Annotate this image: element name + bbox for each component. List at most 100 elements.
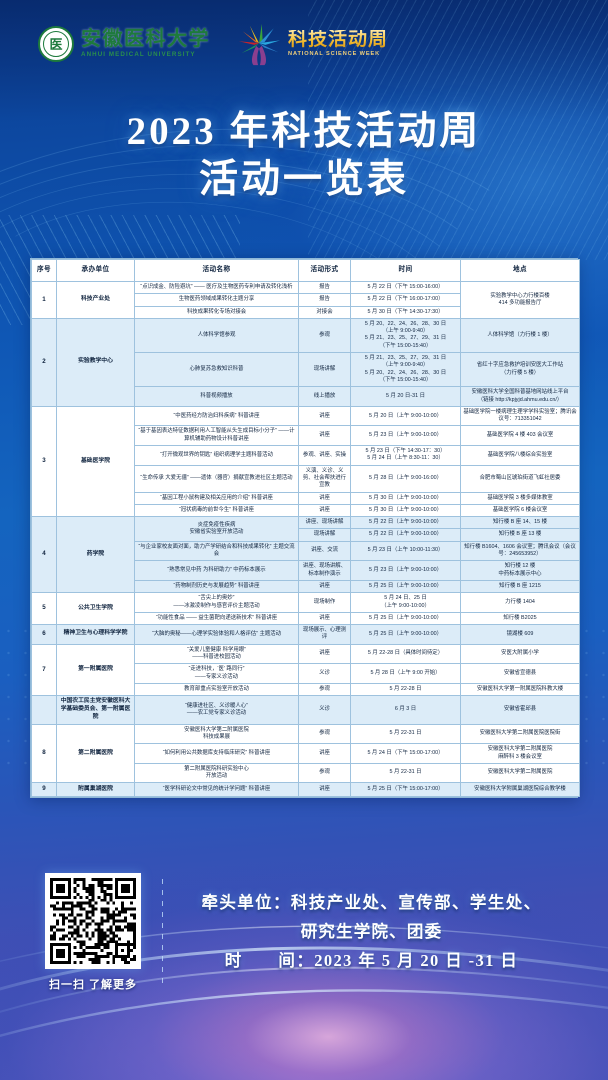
starburst-icon — [238, 23, 281, 66]
cell-place: 基础医学院一楼病理生理学学科实验室；腾讯会议号：713351042 — [460, 405, 580, 427]
university-seal-icon: 医 — [38, 26, 74, 62]
cell-place: 知行楼 B2025 — [460, 611, 580, 626]
cell-index: 8 — [31, 723, 57, 784]
cell-activity-name: 教育部重点实验室开放活动 — [134, 682, 299, 697]
cell-index: 5 — [31, 592, 57, 626]
cell-organizer: 中国农工民主党安徽医科大学基础委员会、第一附属医院 — [56, 695, 135, 725]
cell-activity-form: 义诊 — [298, 663, 351, 684]
seal-glyph: 医 — [49, 36, 63, 52]
cell-activity-form: 现场讲解 — [298, 528, 351, 542]
table-header-row: 序号 承办单位 活动名称 活动形式 时间 地点 — [31, 259, 580, 282]
cell-place: 安徽医科大学第二附属医院医院街 — [460, 723, 580, 745]
cell-place: 安徽医科大学第一附属医院科教大楼 — [460, 682, 580, 697]
table-row: 1 科技产业处 “点识成金、防险避坑” —— 医疗及生物医药专利申请及转化浅析 报告 5… — [31, 280, 580, 319]
cell-activity-form: 线上播放 — [298, 386, 351, 407]
cell-index: 3 — [31, 405, 57, 518]
cell-activity-name: 心肺复苏急救知识科普 — [134, 352, 299, 388]
cell-activity-form: 参观 — [298, 682, 351, 697]
cell-time: 5 月 25 日（上午 9:00-10:00） — [350, 579, 461, 594]
cell-activity-form: 讲座、现场讲解、标本制作演示 — [298, 560, 351, 581]
footer-divider — [162, 879, 163, 986]
cell-place: 基础医学院八楼综合实验室 — [460, 445, 580, 466]
cell-activity-name: “冠状病毒的前世今生” 科普讲座 — [134, 503, 299, 518]
cell-place: 力行楼 1404 — [460, 592, 580, 613]
cell-activity-form: 讲座 — [298, 579, 351, 594]
cell-activity-name: “舌尖上的奥妙” ——冰激凌制作与感官评价主题活动 — [134, 592, 299, 613]
cell-index: 2 — [31, 317, 57, 407]
lead-units-line-2: 研究生学院、团委 — [300, 922, 443, 942]
cell-place: 省红十字应急救护培训安医大工作站 （力行楼 5 楼） — [460, 352, 580, 388]
cell-organizer: 科技产业处 — [56, 281, 135, 319]
cell-time: 5 月 25 日（下午 15:00-17:00） — [350, 782, 461, 797]
cell-place: 安徽省霍邱县 — [460, 695, 580, 725]
qr-code[interactable] — [45, 873, 141, 969]
cell-activity-form: 讲座 — [298, 425, 351, 447]
cell-place: 基础医学院 4 楼 403 会议室 — [460, 425, 580, 447]
table-row: “打开微观世界的钥匙” 组织病理学主题科普活动 参观、讲座、实操 5 月 23 日（… — [32, 445, 580, 466]
cell-place: 镜湖楼 609 — [460, 624, 580, 645]
table-row: 现场讲解 5 月 22 日（上午 9:00-10:00） 知行楼 B 座 13 楼 — [32, 528, 580, 542]
table-row: “与企业家校友面对面，助力产学研结合和科技成果转化” 主题交流会 讲座、交流 5 月… — [32, 540, 580, 562]
cell-activity-form: 报告 — [298, 280, 351, 295]
cell-place: 安徽医科大学第二附属医院 — [460, 762, 580, 784]
cell-activity-form: 讲座 — [298, 491, 351, 505]
cell-activity-form: 对接会 — [298, 305, 351, 319]
cell-activity-name: “基于基因表达特征数据利用人工智能从头生成目标小分子” ——计算机辅助药物设计科… — [134, 425, 299, 447]
table-row: “药物制剂历史与发展趋势” 科普讲座 讲座 5 月 25 日（上午 9:00-10:… — [32, 579, 580, 594]
cell-activity-name: “走进科技，‘医’ 路同行” ——专家义诊活动 — [134, 663, 299, 684]
cell-activity-form: 讲座 — [298, 611, 351, 626]
cell-place: 人体科学馆（力行楼 1 楼） — [460, 317, 580, 354]
table-row: 8 第二附属医院 安徽医科大学第二附属医院 科技成果展 参观 5 月 22-31 日安徽医… — [31, 723, 580, 784]
cell-activity-form: 现场讲解 — [298, 352, 351, 388]
university-logo: 医 安徽医科大学 ANHUI MEDICAL UNIVERSITY — [38, 26, 210, 62]
cell-index: 1 — [31, 281, 57, 319]
qr-caption: 扫一扫 了解更多 — [48, 979, 138, 991]
table-row: “基因工程小鼠构建及相关应用的介绍” 科普讲座 讲座 5 月 30 日（上午 9:0… — [32, 491, 580, 505]
cell-place: 知行楼 B 座 13 楼 — [460, 528, 580, 542]
cell-index: 4 — [31, 516, 57, 594]
table-header-cell-3: 活动形式 — [298, 259, 351, 282]
cell-activity-form: 讲座 — [298, 743, 351, 764]
cell-activity-form: 现场制作 — [298, 592, 351, 613]
cell-time: 5 月 22 日（上午 9:00-10:00） — [350, 528, 461, 542]
cell-organizer: 第二附属医院 — [56, 723, 135, 784]
lead-units-line-1: 牵头单位：科技产业处、宣传部、学生处、 — [201, 893, 542, 913]
cell-activity-name: “健康进社区、义诊暖人心” ——农工党专家义诊活动 — [134, 695, 299, 725]
table-row: “走进科技，‘医’ 路同行” ——专家义诊活动 义诊 5 月 28 日（上午 9:00… — [32, 663, 580, 684]
cell-activity-form: 讲座 — [298, 782, 351, 797]
cell-time: 5 月 22 日（上午 9:00-10:00） — [350, 516, 461, 530]
cell-time: 6 月 3 日 — [350, 695, 461, 725]
cell-index: 6 — [31, 624, 57, 645]
cell-activity-name: “功能性食品 —— 益生菌靶向递送新技术” 科普讲座 — [134, 611, 299, 626]
cell-place: 合肥市蜀山区琥珀街道飞虹社居委 — [460, 464, 580, 493]
cell-activity-name: 人体科学馆参观 — [134, 317, 299, 354]
table-row: 第二附属医院科研实验中心 开放活动 参观 5 月 22-31 日安徽医科大学第二附属医… — [32, 762, 580, 784]
cell-time: 5 月 24 日（下午 15:00-17:00） — [350, 743, 461, 764]
cell-activity-form: 义诊 — [298, 695, 351, 725]
cell-time: 5 月 20 日（上午 9:00-10:00） — [350, 405, 461, 427]
cell-activity-form: 参观、讲座、实操 — [298, 445, 351, 466]
cell-time: 5 月 22 日（下午 16:00-17:00） — [350, 293, 461, 307]
cell-activity-name: “关爱儿童健康 科学用眼” ——科普进校园活动 — [134, 643, 299, 665]
title-line-2: 活动一览表 — [198, 157, 409, 201]
cell-index: 7 — [31, 643, 57, 697]
cell-time: 5 月 30 日（上午 9:00-10:00） — [350, 491, 461, 505]
cell-time: 5 月 25 日（上午 9:00-10:00） — [350, 624, 461, 645]
schedule-table-container: 序号 承办单位 活动名称 活动形式 时间 地点 1 科技产业处 “点识成金、防险避坑” —— … — [30, 258, 580, 798]
table-row: 2 实验教学中心 人体科学馆参观 参观 5 月 20、22、24、26、28、30 日（… — [31, 317, 580, 407]
cell-activity-form: 讲座 — [298, 503, 351, 518]
table-row: “熟悉常见中药 为科研助力” 中药标本展示 讲座、现场讲解、标本制作演示 5 月 2… — [32, 560, 580, 581]
table-header-cell-0: 序号 — [31, 259, 57, 282]
cell-activity-name: “打开微观世界的钥匙” 组织病理学主题科普活动 — [134, 445, 299, 466]
cell-activity-name: “生命传承 大爱无疆” ——遗体（器官）捐献宣教进社区主题活动 — [134, 464, 299, 493]
cell-time: 5 月 23 日（上午 9:00-10:00） — [350, 425, 461, 447]
cell-time: 5 月 23 日（上午 10:00-11:30） — [350, 540, 461, 562]
cell-organizer: 附属巢湖医院 — [56, 782, 135, 797]
cell-activity-name: “医学科研论文中常见的统计学问题” 科普讲座 — [134, 782, 299, 797]
cell-organizer: 精神卫生与心理科学学院 — [56, 624, 135, 645]
table-row: 7 第一附属医院 “关爱儿童健康 科学用眼” ——科普进校园活动 讲座 5 月 22-28… — [31, 643, 580, 697]
cell-activity-name: “点识成金、防险避坑” —— 医疗及生物医药专利申请及转化浅析 — [134, 280, 299, 295]
table-row: 4 药学院 炎症免疫性疾病 安徽省实验室开放活动 讲座、现场讲解 5 月 22 日（上午 … — [31, 516, 580, 594]
cell-time: 5 月 22-28 日 — [350, 682, 461, 697]
